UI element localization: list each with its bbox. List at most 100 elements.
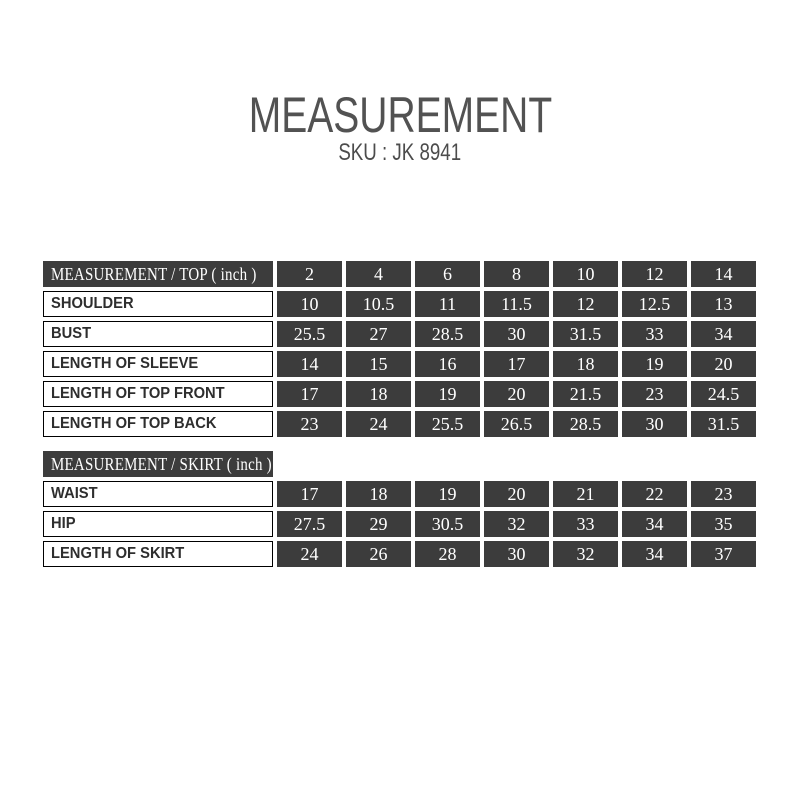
value-cell-text: 10.5 — [362, 293, 395, 314]
value-cell: 28 — [415, 541, 480, 567]
row-label-cell-text: LENGTH OF SKIRT — [51, 545, 185, 562]
value-cell-text: 10 — [300, 293, 319, 314]
value-cell-text: 21.5 — [569, 383, 602, 404]
value-cell: 31.5 — [553, 321, 618, 347]
value-cell: 18 — [553, 351, 618, 377]
value-cell: 12.5 — [622, 291, 687, 317]
value-cell: 33 — [553, 511, 618, 537]
value-cell-text: 14 — [300, 353, 319, 374]
page-title: MEASUREMENT — [0, 90, 800, 140]
value-cell: 10 — [277, 291, 342, 317]
row-label-cell: BUST — [43, 321, 273, 347]
value-cell-text: 33 — [576, 513, 595, 534]
value-cell-text: 25.5 — [293, 323, 326, 344]
value-cell: 33 — [622, 321, 687, 347]
value-cell: 26 — [346, 541, 411, 567]
value-cell: 20 — [484, 481, 549, 507]
value-cell: 24 — [277, 541, 342, 567]
size-header-cell: 8 — [484, 261, 549, 287]
value-cell-text: 35 — [714, 513, 733, 534]
value-cell: 15 — [346, 351, 411, 377]
top-measurement-table: MEASUREMENT / TOP ( inch ) 2 4 6 8 10 12 14 SHO… — [43, 261, 756, 437]
row-label-cell: SHOULDER — [43, 291, 273, 317]
value-cell: 18 — [346, 381, 411, 407]
skirt-table-header-text: MEASUREMENT / SKIRT ( inch ) — [51, 453, 272, 474]
value-cell-text: 24 — [300, 543, 319, 564]
value-cell: 31.5 — [691, 411, 756, 437]
value-cell-text: 16 — [438, 353, 457, 374]
value-cell-text: 34 — [714, 323, 733, 344]
size-header-cell: 12 — [622, 261, 687, 287]
value-cell: 14 — [277, 351, 342, 377]
value-cell: 17 — [277, 481, 342, 507]
size-header-cell-text: 12 — [645, 263, 664, 284]
size-header-cell: 2 — [277, 261, 342, 287]
value-cell: 29 — [346, 511, 411, 537]
value-cell: 21.5 — [553, 381, 618, 407]
row-label-cell: WAIST — [43, 481, 273, 507]
value-cell: 30 — [484, 541, 549, 567]
value-cell: 17 — [277, 381, 342, 407]
value-cell-text: 12.5 — [638, 293, 671, 314]
value-cell-text: 22 — [645, 483, 664, 504]
value-cell: 11.5 — [484, 291, 549, 317]
value-cell: 16 — [415, 351, 480, 377]
value-cell: 28.5 — [415, 321, 480, 347]
value-cell-text: 37 — [714, 543, 733, 564]
size-header-cell: 14 — [691, 261, 756, 287]
size-header-cell-text: 10 — [576, 263, 595, 284]
value-cell: 34 — [622, 541, 687, 567]
value-cell: 32 — [553, 541, 618, 567]
value-cell-text: 26.5 — [500, 413, 533, 434]
value-cell: 19 — [415, 381, 480, 407]
row-label-cell-text: WAIST — [51, 485, 98, 502]
value-cell-text: 15 — [369, 353, 388, 374]
value-cell: 22 — [622, 481, 687, 507]
value-cell: 20 — [484, 381, 549, 407]
value-cell: 35 — [691, 511, 756, 537]
row-label-cell: LENGTH OF TOP FRONT — [43, 381, 273, 407]
size-header-cell: 10 — [553, 261, 618, 287]
sku-text: SKU : JK 8941 — [338, 139, 462, 166]
value-cell-text: 30 — [507, 323, 526, 344]
sku-subtitle: SKU : JK 8941 — [0, 141, 800, 165]
value-cell-text: 18 — [369, 383, 388, 404]
value-cell-text: 19 — [438, 383, 457, 404]
value-cell: 13 — [691, 291, 756, 317]
value-cell-text: 30 — [645, 413, 664, 434]
value-cell: 25.5 — [277, 321, 342, 347]
value-cell: 34 — [622, 511, 687, 537]
size-header-cell: 4 — [346, 261, 411, 287]
row-label-cell: LENGTH OF SKIRT — [43, 541, 273, 567]
value-cell-text: 11.5 — [501, 293, 532, 314]
value-cell: 27 — [346, 321, 411, 347]
value-cell-text: 32 — [507, 513, 526, 534]
value-cell-text: 20 — [507, 383, 526, 404]
value-cell-text: 30 — [507, 543, 526, 564]
value-cell: 26.5 — [484, 411, 549, 437]
value-cell-text: 18 — [576, 353, 595, 374]
skirt-header-spacer — [277, 451, 756, 477]
value-cell-text: 29 — [369, 513, 388, 534]
value-cell: 27.5 — [277, 511, 342, 537]
value-cell: 23 — [691, 481, 756, 507]
value-cell: 32 — [484, 511, 549, 537]
value-cell: 34 — [691, 321, 756, 347]
top-table-header-text: MEASUREMENT / TOP ( inch ) — [51, 263, 257, 284]
size-header-cell-text: 2 — [305, 263, 314, 284]
value-cell-text: 30.5 — [431, 513, 464, 534]
value-cell-text: 24 — [369, 413, 388, 434]
value-cell-text: 25.5 — [431, 413, 464, 434]
value-cell: 18 — [346, 481, 411, 507]
size-header-cell-text: 8 — [512, 263, 521, 284]
value-cell-text: 34 — [645, 543, 664, 564]
value-cell: 10.5 — [346, 291, 411, 317]
row-label-cell: LENGTH OF SLEEVE — [43, 351, 273, 377]
skirt-measurement-table: MEASUREMENT / SKIRT ( inch ) WAIST 17 18 19… — [43, 451, 756, 567]
value-cell: 30.5 — [415, 511, 480, 537]
value-cell-text: 32 — [576, 543, 595, 564]
value-cell: 19 — [415, 481, 480, 507]
value-cell: 37 — [691, 541, 756, 567]
row-label-cell-text: LENGTH OF TOP BACK — [51, 415, 217, 432]
value-cell-text: 27.5 — [293, 513, 326, 534]
